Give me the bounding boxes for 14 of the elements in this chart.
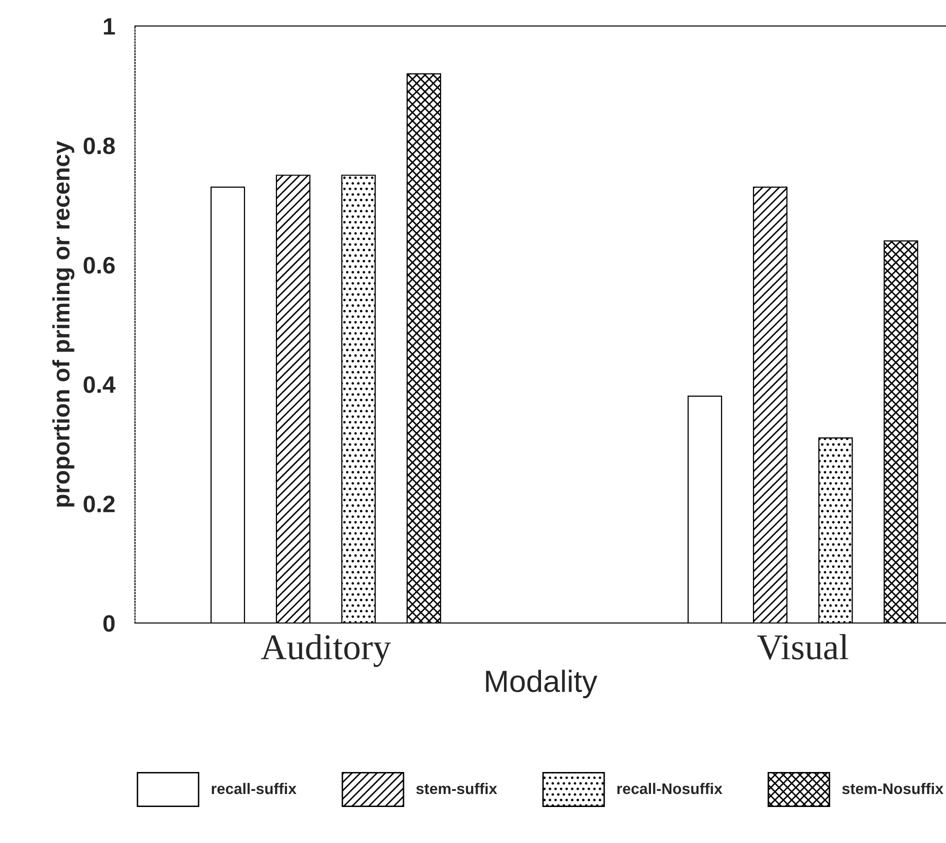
x-axis-title: Modality: [486, 670, 598, 698]
x-tick-label: Visual: [757, 634, 848, 660]
y-tick-label: 0: [103, 615, 115, 632]
y-axis-title: proportion of priming or recency: [52, 140, 74, 507]
legend-label: stem-Nosuffix: [842, 782, 944, 794]
legend-label: stem-suffix: [416, 782, 498, 794]
y-tick-label: 0.2: [84, 496, 115, 512]
y-tick-label: 0.8: [84, 137, 115, 154]
legend-label: recall-suffix: [212, 782, 296, 794]
y-tick-label: 0.6: [84, 256, 115, 274]
y-tick-label: 0.4: [84, 376, 116, 393]
x-tick-label: Auditory: [260, 634, 391, 667]
legend-label: recall-Nosuffix: [617, 782, 722, 794]
y-tick-label: 1: [104, 18, 115, 35]
